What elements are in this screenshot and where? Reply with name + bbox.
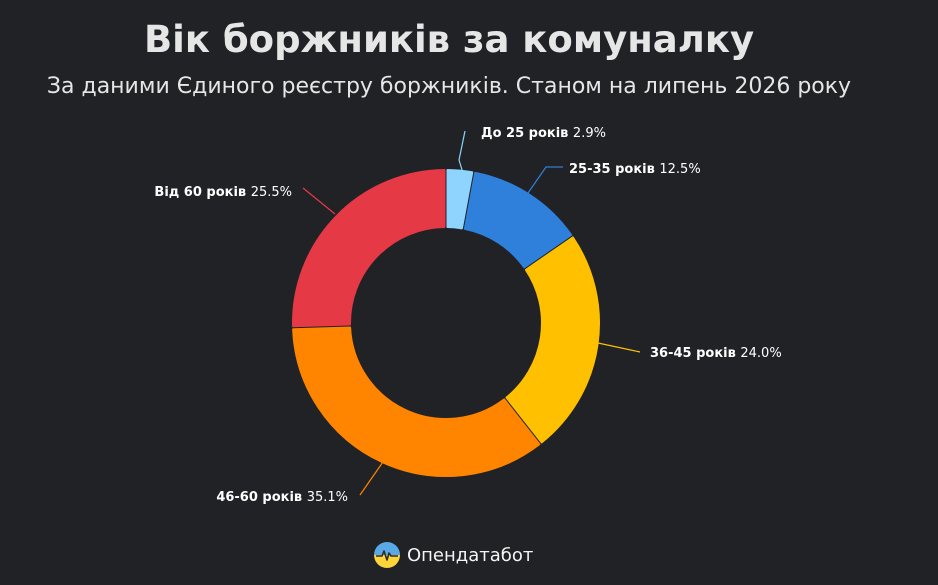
slice-label-name: 25-35 років: [569, 162, 659, 177]
chart-subtitle: За даними Єдиного реєстру боржників. Ста…: [46, 74, 852, 99]
brand-footer: Опендатабот: [373, 540, 533, 570]
label-leader-line: [597, 342, 641, 353]
donut-slice: [505, 236, 600, 444]
slice-label: 46-60 років 35.1%: [216, 490, 348, 505]
donut-slice: [446, 169, 474, 230]
slice-label-value: 24.0%: [740, 346, 781, 361]
label-leader-line: [527, 166, 563, 194]
slice-label: 25-35 років 12.5%: [569, 162, 701, 177]
opendatabot-logo-icon: [374, 542, 400, 568]
slice-label-value: 2.9%: [573, 126, 606, 141]
brand-name: Опендатабот: [407, 544, 534, 566]
donut-slice: [463, 171, 573, 269]
slice-label: 36-45 років 24.0%: [650, 346, 782, 361]
label-leader-line: [359, 458, 386, 496]
slice-label-name: 46-60 років: [216, 490, 306, 505]
label-leader-line: [302, 187, 336, 215]
chart-title: Вік боржників за комуналку: [143, 18, 755, 61]
label-leader-line: [458, 130, 466, 174]
slice-label-name: 36-45 років: [650, 346, 740, 361]
slice-label-value: 25.5%: [251, 185, 292, 200]
donut-slice: [292, 169, 446, 328]
slice-label: Від 60 років 25.5%: [154, 185, 292, 200]
slice-label-name: До 25 років: [481, 126, 573, 141]
slice-label: До 25 років 2.9%: [481, 126, 606, 141]
slice-label-name: Від 60 років: [154, 185, 250, 200]
donut-slice: [292, 326, 541, 477]
slice-label-value: 35.1%: [307, 490, 348, 505]
slice-label-value: 12.5%: [659, 162, 700, 177]
